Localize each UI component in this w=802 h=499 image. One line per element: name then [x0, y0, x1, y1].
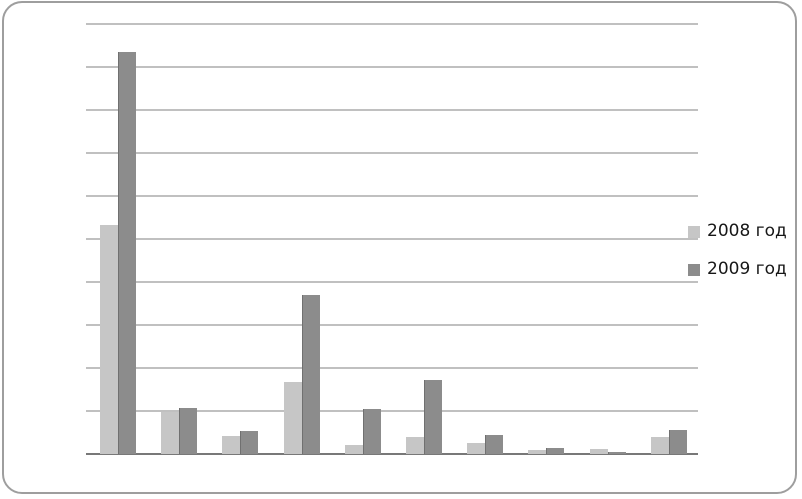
bar-2009	[118, 52, 136, 454]
gridline	[86, 152, 698, 154]
gridline	[86, 324, 698, 326]
bar-2008	[406, 436, 424, 454]
bar-group	[208, 24, 269, 454]
bar-group	[514, 24, 575, 454]
gridline	[86, 238, 698, 240]
legend-item-2009: 2009 год	[688, 259, 787, 280]
x-axis-line	[86, 453, 698, 455]
legend-swatch-2008	[688, 225, 700, 238]
plot-area	[86, 23, 698, 455]
gridline	[86, 410, 698, 412]
bar-2008	[467, 443, 486, 454]
bar-group	[576, 24, 637, 454]
bar-2008	[344, 444, 363, 454]
bar-2008	[589, 448, 608, 454]
gridline	[86, 66, 698, 68]
legend-label-2009: 2009 год	[707, 259, 787, 279]
bar-group	[86, 24, 147, 454]
legend-item-2008: 2008 год	[688, 221, 787, 242]
bar-2009	[179, 407, 198, 454]
bar-2009	[485, 435, 504, 454]
bar-2008	[528, 449, 547, 454]
gridline	[86, 23, 698, 25]
gridline	[86, 195, 698, 197]
bar-group	[331, 24, 392, 454]
bar-2008	[100, 224, 118, 454]
bar-2008	[222, 436, 241, 454]
legend-swatch-2009	[688, 263, 700, 276]
legend-label-2008: 2008 год	[707, 221, 787, 241]
bar-2008	[650, 436, 669, 454]
gridline	[86, 367, 698, 369]
bar-group	[392, 24, 453, 454]
bar-2009	[301, 294, 320, 454]
bar-2009	[362, 408, 381, 454]
bar-group	[270, 24, 331, 454]
bar-2009	[424, 379, 442, 454]
bar-2009	[240, 430, 259, 454]
legend: 2008 год 2009 год	[688, 221, 787, 280]
bar-2008	[161, 411, 180, 454]
bar-2009	[668, 430, 687, 454]
gridline	[86, 281, 698, 283]
bar-2009	[546, 448, 565, 454]
bar-group	[637, 24, 698, 454]
bar-group	[453, 24, 514, 454]
chart-frame: 2008 год 2009 год	[2, 1, 797, 494]
bar-group	[147, 24, 208, 454]
gridline	[86, 109, 698, 111]
bar-2008	[283, 381, 302, 454]
bar-2009	[607, 451, 626, 454]
